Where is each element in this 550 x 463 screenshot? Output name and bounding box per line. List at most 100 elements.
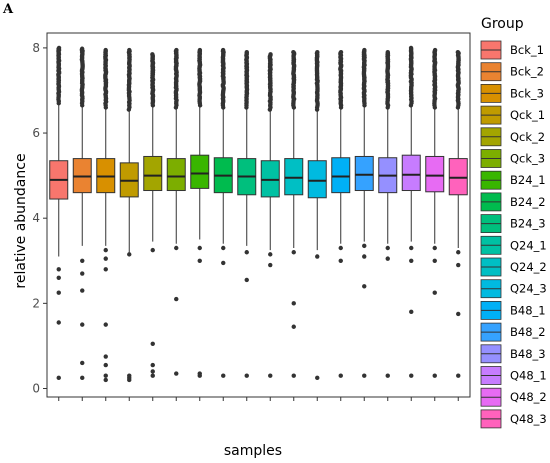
outlier-point (315, 375, 320, 381)
y-tick-label-2: 4 (32, 211, 40, 225)
outlier-point (409, 373, 414, 378)
outlier-point (338, 373, 343, 378)
box-body (260, 160, 280, 198)
box-body (354, 155, 374, 192)
outlier-point (80, 360, 85, 366)
outlier-point (362, 47, 367, 53)
legend-label-Bck_3: Bck_3 (510, 86, 544, 100)
box-body (425, 155, 445, 193)
box-Q24_1 (260, 52, 280, 401)
box-Q24_2 (284, 49, 304, 401)
outlier-point (409, 258, 414, 263)
outlier-point (408, 45, 414, 51)
outlier-point (103, 47, 108, 53)
y-tick-label-0: 0 (32, 381, 40, 395)
panel-letter: A (2, 2, 14, 17)
outlier-point (385, 373, 390, 378)
outlier-point (197, 373, 202, 378)
legend-label-B24_1: B24_1 (510, 173, 546, 187)
box-Qck_3 (166, 47, 186, 401)
legend-label-Q24_3: Q24_3 (510, 282, 547, 296)
outlier-point (268, 252, 273, 257)
outlier-point (150, 373, 155, 378)
outlier-point (315, 49, 320, 55)
outlier-point (56, 290, 61, 295)
box-Qck_2 (143, 52, 163, 401)
outlier-point (174, 371, 179, 376)
outlier-point (291, 49, 296, 55)
outlier-point (150, 369, 155, 374)
outlier-point (409, 309, 414, 315)
box-Q48_1 (401, 45, 421, 401)
outlier-point (432, 290, 437, 295)
outlier-point (197, 258, 202, 263)
outlier-point (385, 49, 390, 55)
legend-label-B48_3: B48_3 (510, 347, 546, 361)
outlier-point (315, 254, 320, 259)
outlier-point (338, 49, 344, 55)
outlier-point (432, 258, 437, 263)
outlier-point (362, 373, 367, 378)
outlier-point (456, 311, 461, 317)
outlier-point (127, 47, 132, 53)
outlier-point (456, 262, 461, 268)
outlier-point (56, 45, 62, 51)
legend-label-Qck_1: Qck_1 (510, 108, 545, 122)
outlier-point (150, 52, 155, 57)
box-body (401, 154, 421, 192)
outlier-point (268, 373, 273, 378)
legend-label-Q48_3: Q48_3 (510, 412, 547, 426)
box-body (166, 158, 186, 192)
outlier-point (432, 245, 437, 251)
outlier-point (432, 47, 438, 53)
outlier-point (80, 322, 85, 327)
legend-label-Bck_1: Bck_1 (510, 43, 544, 57)
outlier-point (56, 375, 61, 381)
outlier-point (456, 250, 461, 255)
box-body (448, 158, 468, 196)
box-Qck_1 (119, 47, 139, 401)
box-body (190, 154, 210, 189)
outlier-point (56, 275, 61, 280)
outlier-point (291, 324, 296, 329)
outlier-point (268, 52, 273, 57)
outlier-point (79, 46, 85, 51)
outlier-point (409, 245, 414, 251)
box-body (143, 155, 163, 192)
legend-label-Q48_2: Q48_2 (510, 390, 547, 404)
legend-label-Q48_1: Q48_1 (510, 369, 547, 383)
outlier-point (338, 258, 343, 263)
outlier-point (432, 373, 437, 378)
outlier-point (362, 284, 367, 289)
outlier-point (291, 373, 296, 378)
legend-title: Group (481, 16, 524, 32)
outlier-point (127, 252, 132, 257)
legend-label-Q24_1: Q24_1 (510, 238, 547, 252)
outlier-point (174, 47, 179, 53)
outlier-point (455, 49, 461, 55)
legend-label-B48_2: B48_2 (510, 325, 546, 339)
outlier-point (150, 341, 155, 346)
outlier-point (150, 247, 155, 253)
outlier-point (338, 245, 343, 251)
plot-panel (46, 32, 471, 398)
box-B48_1 (331, 49, 351, 401)
legend-label-B24_2: B24_2 (510, 195, 546, 209)
outlier-point (456, 373, 461, 378)
outlier-point (80, 271, 85, 276)
outlier-point (220, 47, 226, 53)
legend-label-Qck_3: Qck_3 (510, 152, 545, 166)
y-tick-label-1: 2 (32, 296, 40, 310)
outlier-point (385, 256, 390, 261)
box-B24_2 (213, 47, 233, 401)
outlier-point (291, 301, 296, 306)
y-axis-title: relative abundance (13, 153, 29, 288)
outlier-point (291, 250, 296, 255)
outlier-point (244, 49, 249, 55)
box-B24_1 (190, 47, 210, 401)
outlier-point (244, 250, 249, 255)
outlier-point (127, 377, 132, 383)
outlier-point (103, 267, 108, 272)
outlier-point (174, 245, 179, 251)
